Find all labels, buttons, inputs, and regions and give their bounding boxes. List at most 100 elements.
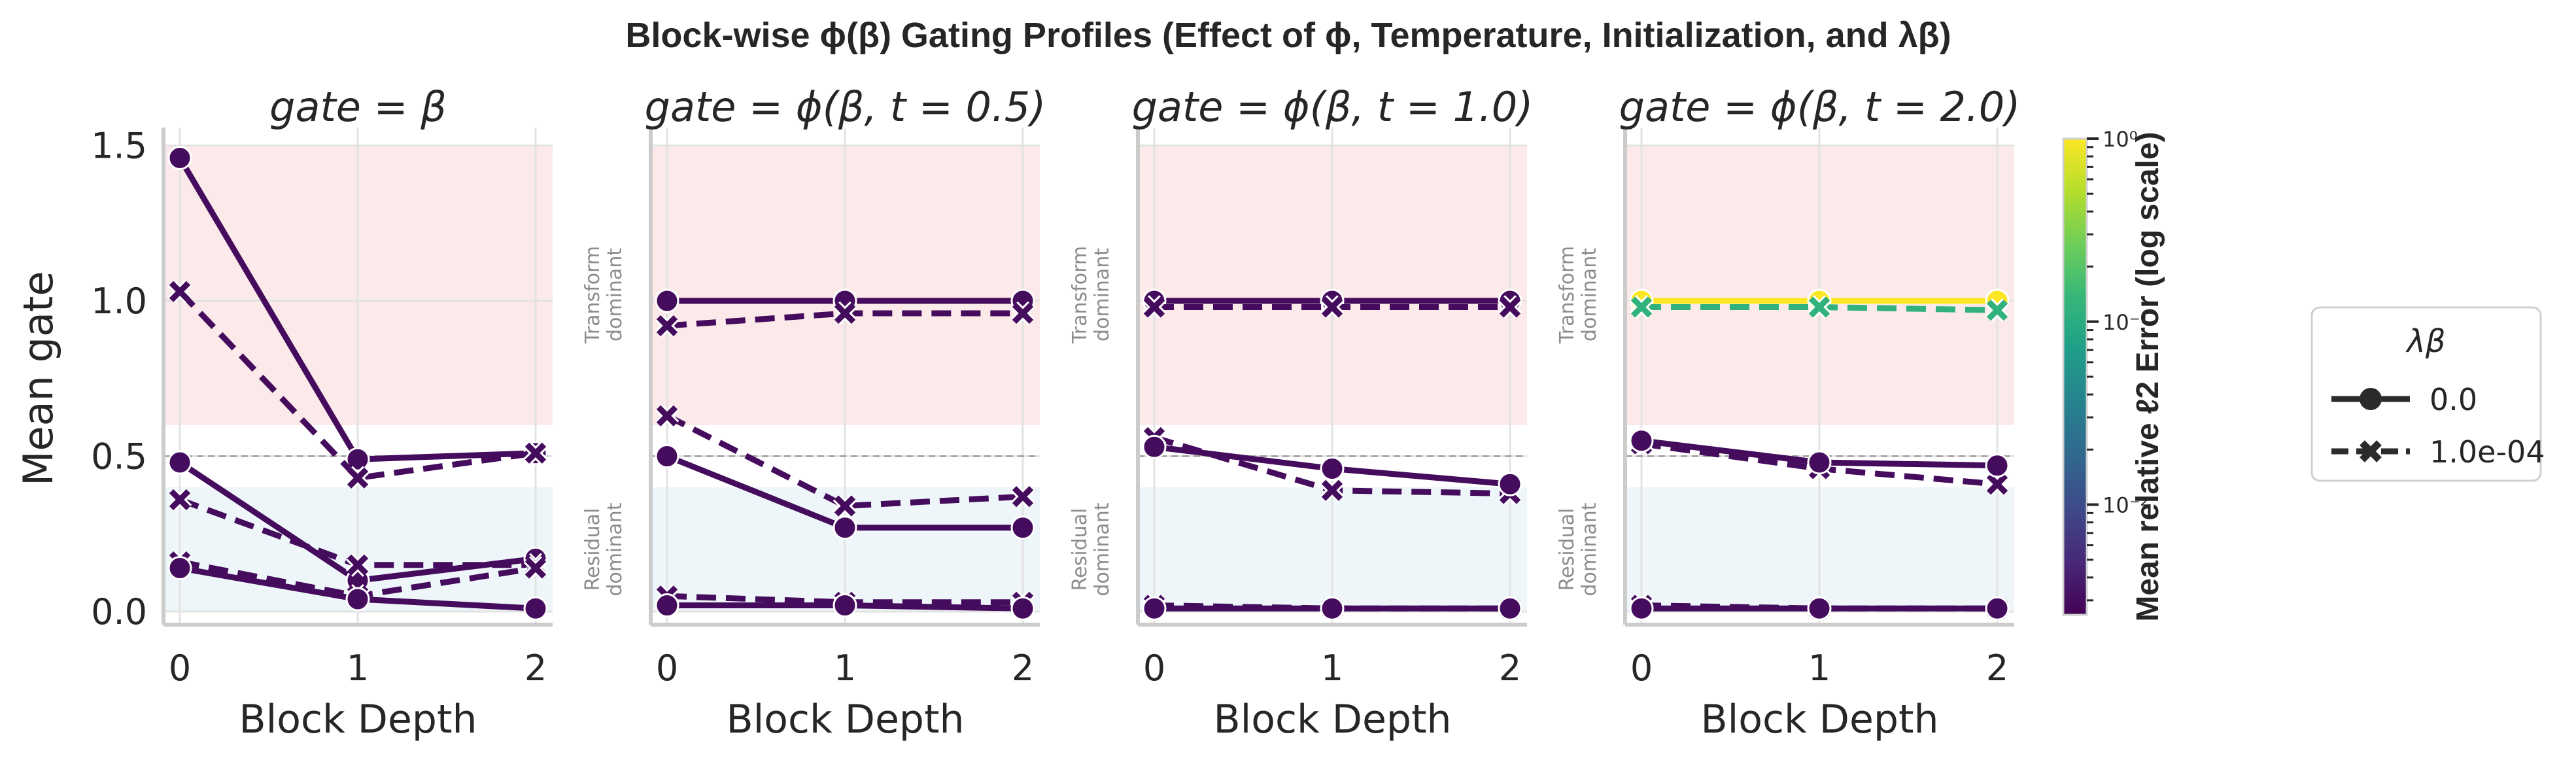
panel-1: gate = β 0 1 2 Block Depth 0.0 0.5 1.0 1.5 Mean g… <box>14 83 553 742</box>
colorbar-tick-label: 10⁰ <box>2103 127 2138 152</box>
data-point-x <box>523 556 548 580</box>
y-tick-label: 0.0 <box>91 591 147 632</box>
x-tick-label: 1 <box>1808 648 1830 689</box>
data-point-x <box>833 301 857 326</box>
series-2 <box>1629 295 2010 322</box>
residual-dominant-label: Residual dominant <box>1556 502 1601 596</box>
series-6 <box>655 593 1035 621</box>
data-point-circle <box>345 447 370 472</box>
transform-label-line: dominant <box>1091 248 1114 341</box>
series-6 <box>1142 596 1522 621</box>
x-tick-label: 1 <box>1321 648 1343 689</box>
transform-dominant-label: Transform dominant <box>1556 246 1601 344</box>
residual-dominant-label: Residual dominant <box>581 502 627 596</box>
data-point-x <box>655 313 679 338</box>
transform-label-line: Transform <box>1069 246 1091 344</box>
data-point-x <box>833 494 857 518</box>
colorbar-scale <box>2062 137 2088 616</box>
series-4 <box>655 444 1035 540</box>
y-axis-label: Mean gate <box>14 271 62 486</box>
x-tick-label: 0 <box>1143 648 1165 689</box>
legend-label: 1.0e-04 <box>2430 434 2545 470</box>
data-point-x <box>1010 484 1035 509</box>
marker-x-stroke <box>656 315 678 337</box>
marker-x-stroke <box>1499 296 1521 318</box>
x-tick-label: 2 <box>1012 648 1034 689</box>
panel-title: gate = ϕ(β, t = 2.0) <box>1619 83 2021 131</box>
data-point-circle <box>833 515 857 540</box>
x-tick-label: 0 <box>656 648 678 689</box>
marker-x-stroke <box>169 281 191 302</box>
data-point-circle <box>1629 596 1654 621</box>
residual-label-line: dominant <box>604 502 627 596</box>
data-point-x <box>345 466 370 491</box>
data-point-circle <box>655 288 679 313</box>
data-point-circle <box>1142 596 1167 621</box>
x-tick-label: 2 <box>1499 648 1521 689</box>
data-point-circle <box>1320 596 1345 621</box>
data-point-circle <box>523 596 548 621</box>
data-point-circle <box>1807 596 1832 621</box>
marker-x-stroke <box>169 489 191 511</box>
data-point-circle <box>1142 434 1167 459</box>
x-axis-label: Block Depth <box>239 697 477 742</box>
marker-x-stroke <box>1321 479 1343 501</box>
colorbar-label: Mean relative ℓ2 Error (log scale) <box>2131 131 2165 621</box>
transform-dominant-label: Transform dominant <box>1069 246 1114 344</box>
panel-3: gate = ϕ(β, t = 1.0) 0 1 2 Block Depth Transf… <box>1069 83 1533 742</box>
data-point-x <box>167 279 192 304</box>
marker-x-stroke <box>524 442 547 464</box>
series-6 <box>167 556 548 621</box>
data-point-circle <box>167 450 192 475</box>
data-point-circle <box>1498 472 1522 496</box>
series-line <box>665 413 1023 509</box>
data-point-x <box>523 441 548 466</box>
data-point-circle <box>1320 457 1345 481</box>
legend: λβ 0.0 1.0e-04 <box>2310 306 2545 482</box>
data-point-circle <box>655 444 679 468</box>
x-tick-label: 1 <box>834 648 856 689</box>
panel-title: gate = ϕ(β, t = 1.0) <box>1132 83 1534 131</box>
panel-title: gate = ϕ(β, t = 0.5) <box>645 83 1046 131</box>
data-point-circle <box>1010 515 1035 540</box>
y-tick-label: 1.5 <box>91 126 147 167</box>
residual-label-line: dominant <box>1091 502 1114 596</box>
data-point-x <box>1320 478 1345 503</box>
data-point-x <box>1985 472 2010 496</box>
x-axis-label: Block Depth <box>1700 697 1938 742</box>
colorbar-tick-label: 10⁻² <box>2103 493 2148 518</box>
marker-x-stroke <box>1808 296 1830 318</box>
series-3 <box>655 404 1035 518</box>
marker-x-stroke <box>834 302 856 324</box>
x-tick-label: 2 <box>1986 648 2008 689</box>
data-point-circle <box>833 593 857 617</box>
data-point-x <box>655 404 679 428</box>
marker-x-stroke <box>347 554 369 576</box>
data-point-x <box>1498 295 1522 319</box>
residual-label-line: Residual <box>1069 508 1091 591</box>
transform-dominant-label: Transform dominant <box>581 246 627 344</box>
data-point-circle <box>1807 450 1832 475</box>
data-point-circle <box>167 556 192 580</box>
data-point-circle <box>655 593 679 617</box>
data-point-x <box>1807 295 1832 319</box>
panel-title: gate = β <box>269 83 447 131</box>
x-tick-label: 0 <box>169 648 191 689</box>
transform-label-line: dominant <box>1578 248 1601 341</box>
data-point-circle <box>1985 453 2010 478</box>
transform-label-line: Transform <box>581 246 604 344</box>
data-point-x <box>1985 298 2010 322</box>
data-point-circle <box>1985 596 2010 621</box>
marker-x-stroke <box>1986 474 2008 495</box>
legend-marker-x <box>2360 440 2382 462</box>
panel-2: gate = ϕ(β, t = 0.5) 0 1 2 Block Depth Transf… <box>581 83 1046 742</box>
colorbar-tick-label: 10⁻¹ <box>2103 310 2148 335</box>
series-4 <box>1142 434 1522 496</box>
residual-label-line: Residual <box>1556 508 1579 591</box>
y-tick-label: 0.5 <box>91 436 147 477</box>
residual-label-line: Residual <box>581 508 604 591</box>
data-point-x <box>167 487 192 512</box>
marker-x-stroke <box>524 557 547 579</box>
